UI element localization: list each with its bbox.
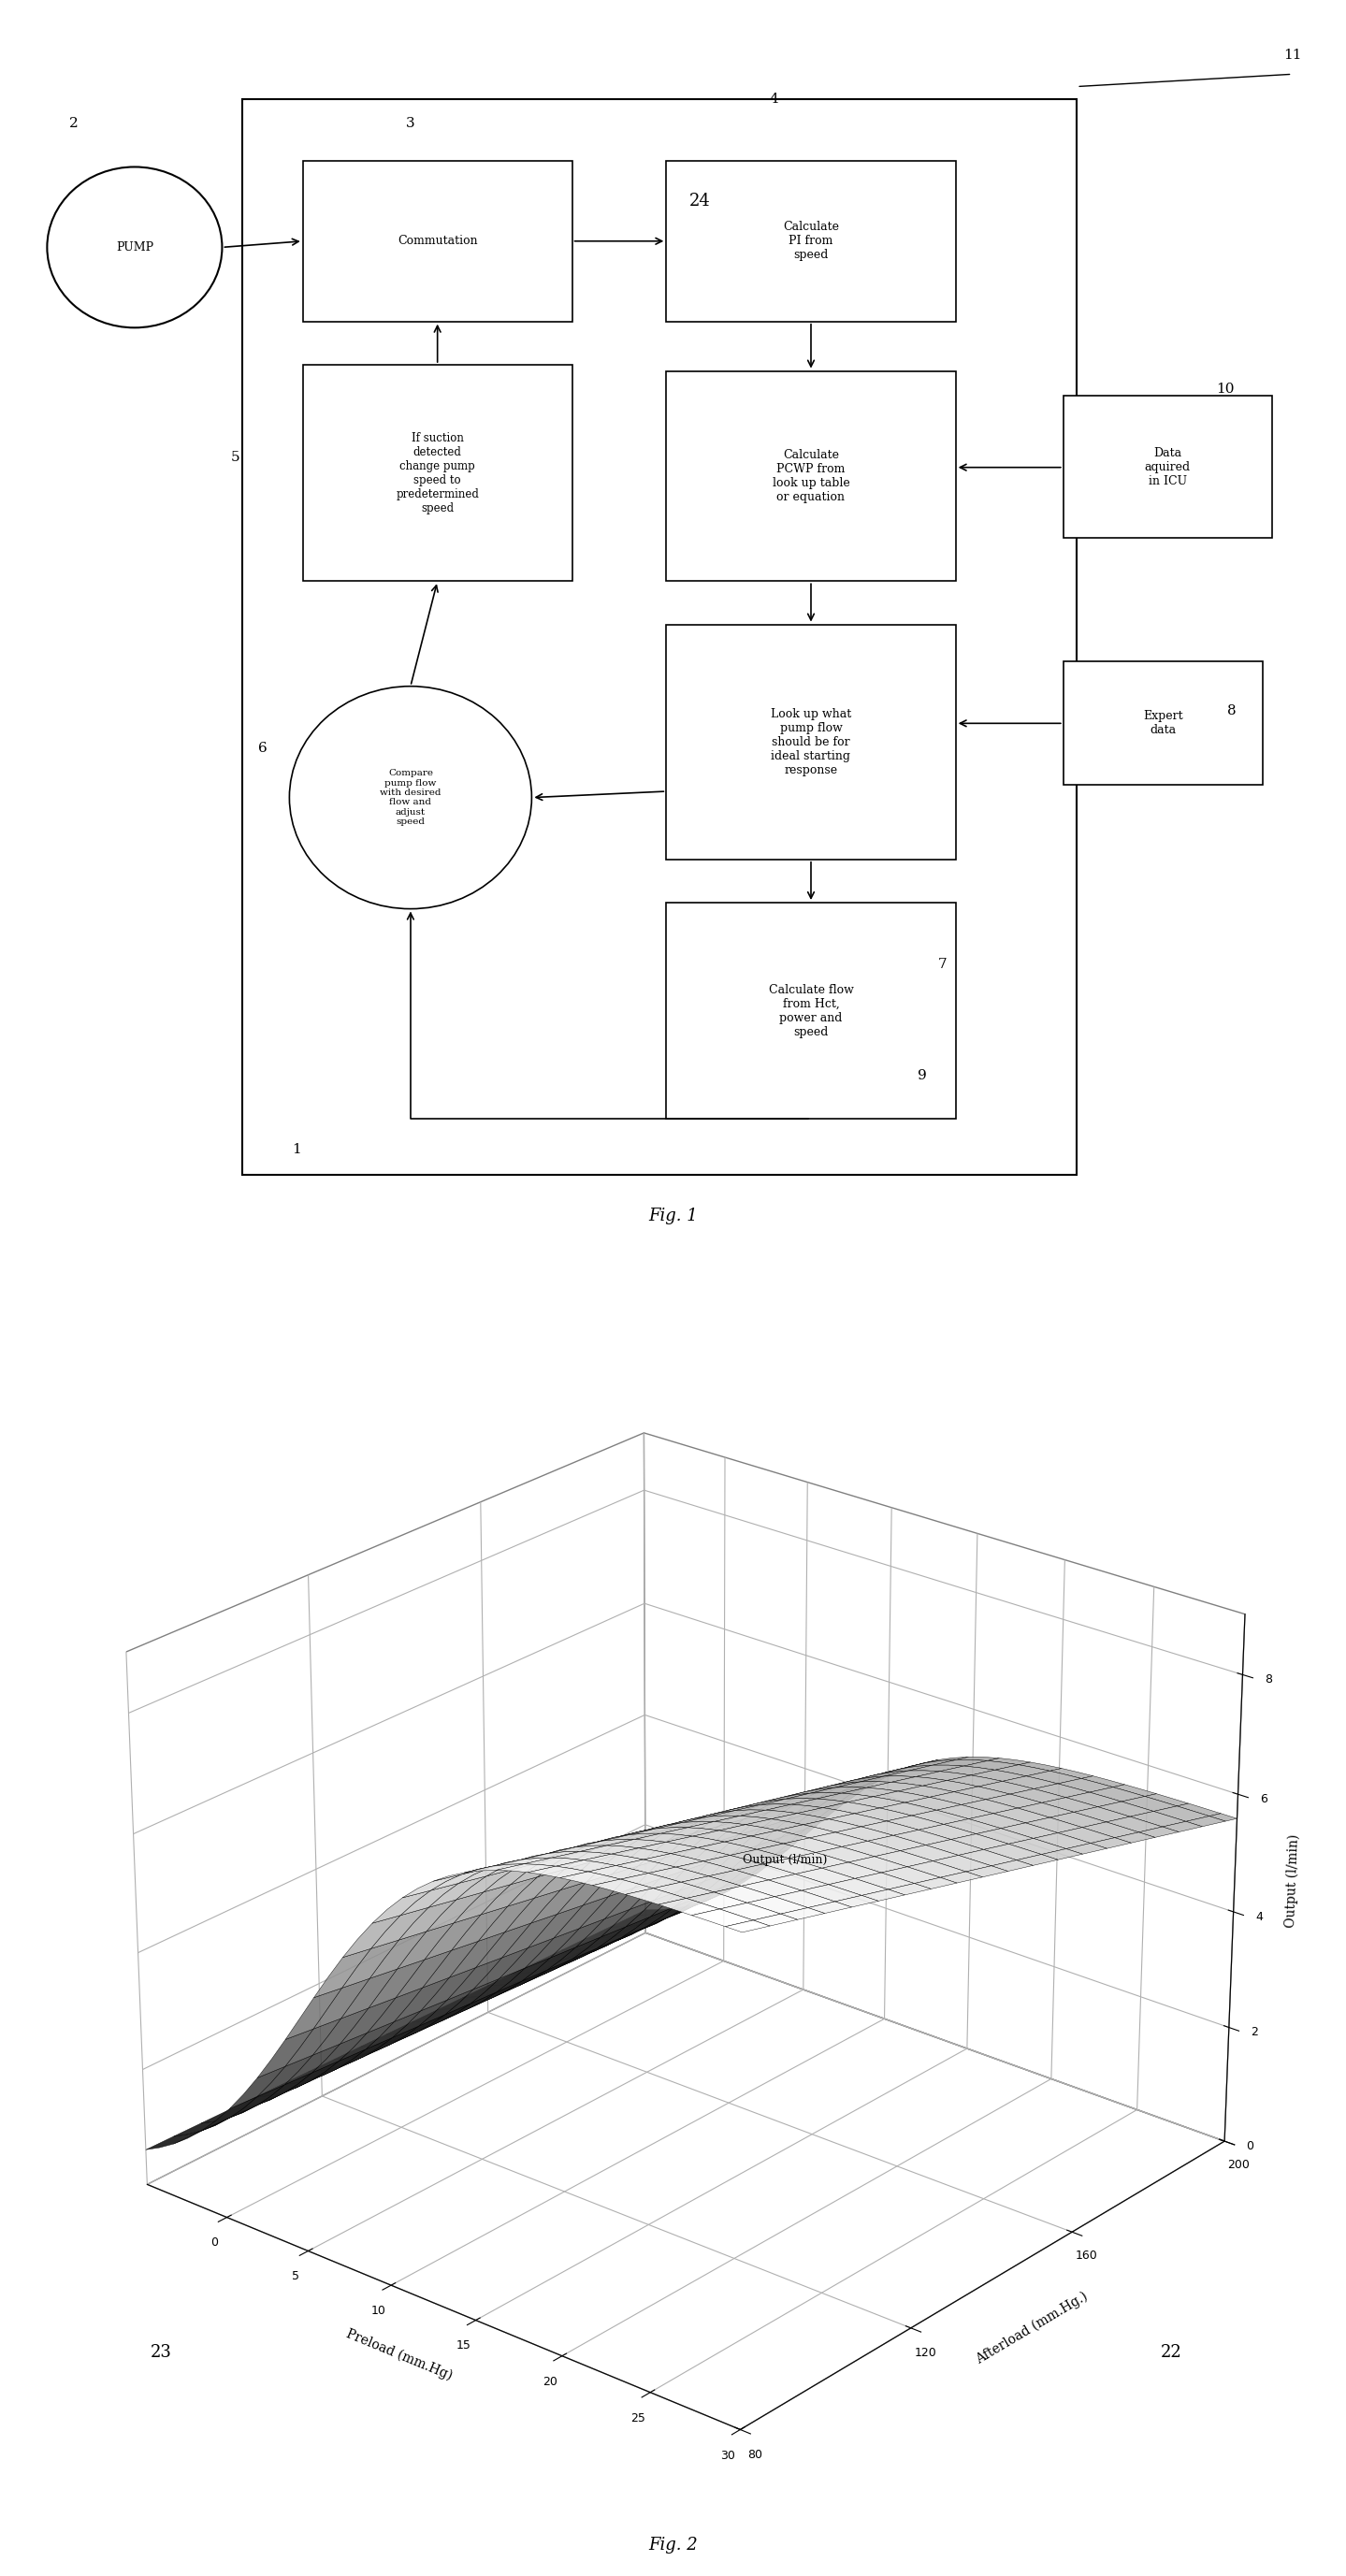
Text: 3: 3 [406,116,415,131]
X-axis label: Preload (mm.Hg): Preload (mm.Hg) [345,2326,455,2383]
FancyBboxPatch shape [666,902,956,1118]
FancyBboxPatch shape [303,160,572,322]
Text: PUMP: PUMP [116,242,153,252]
Text: 9: 9 [918,1069,926,1082]
Y-axis label: Afterload (mm.Hg.): Afterload (mm.Hg.) [973,2290,1090,2367]
Text: 5: 5 [232,451,240,464]
Text: 22: 22 [1160,2344,1182,2360]
Text: Look up what
pump flow
should be for
ideal starting
response: Look up what pump flow should be for ide… [771,708,851,775]
Circle shape [47,167,222,327]
FancyBboxPatch shape [242,98,1077,1175]
FancyBboxPatch shape [303,366,572,582]
Text: Compare
pump flow
with desired
flow and
adjust
speed: Compare pump flow with desired flow and … [380,770,441,827]
Text: Calculate
PCWP from
look up table
or equation: Calculate PCWP from look up table or equ… [773,448,849,502]
Text: Calculate
PI from
speed: Calculate PI from speed [783,222,839,260]
Text: 24: 24 [689,193,711,209]
Text: 4: 4 [770,93,778,106]
Text: Expert
data: Expert data [1143,711,1183,737]
FancyBboxPatch shape [666,623,956,860]
Text: Data
aquired
in ICU: Data aquired in ICU [1144,446,1191,487]
Text: If suction
detected
change pump
speed to
predetermined
speed: If suction detected change pump speed to… [396,433,479,515]
Text: 6: 6 [258,742,267,755]
Text: 1: 1 [292,1144,300,1157]
Text: Fig. 2: Fig. 2 [649,2537,697,2553]
FancyBboxPatch shape [1063,397,1272,538]
Text: Calculate flow
from Hct,
power and
speed: Calculate flow from Hct, power and speed [769,984,853,1038]
Text: 23: 23 [151,2344,172,2360]
FancyBboxPatch shape [666,371,956,582]
Circle shape [289,685,532,909]
Text: 10: 10 [1215,384,1234,397]
Text: Commutation: Commutation [397,234,478,247]
Text: 11: 11 [1283,49,1302,62]
FancyBboxPatch shape [1063,662,1263,786]
Text: 7: 7 [938,958,946,971]
Text: Fig. 1: Fig. 1 [649,1208,697,1224]
Text: 8: 8 [1228,703,1236,719]
Text: 2: 2 [70,116,78,131]
FancyBboxPatch shape [666,160,956,322]
